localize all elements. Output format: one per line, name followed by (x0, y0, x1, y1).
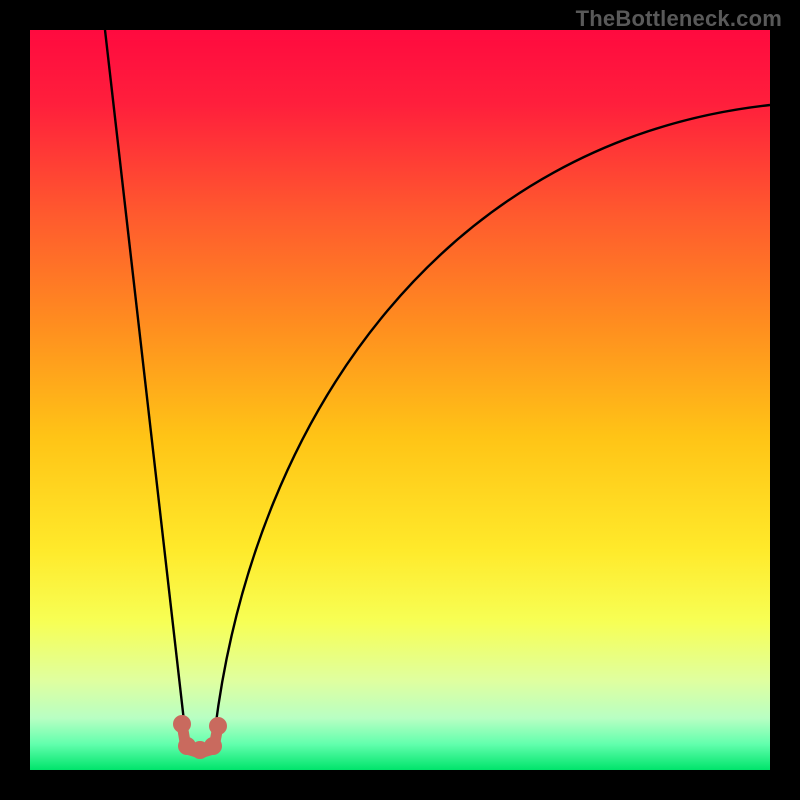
valley-marker (211, 719, 226, 734)
watermark-text: TheBottleneck.com (576, 6, 782, 32)
chart-frame: TheBottleneck.com (0, 0, 800, 800)
curve-right-branch (215, 105, 770, 730)
curve-left-branch (105, 30, 185, 730)
valley-marker (175, 717, 190, 732)
valley-marker (206, 739, 221, 754)
curve-layer (30, 30, 770, 770)
plot-area (30, 30, 770, 770)
